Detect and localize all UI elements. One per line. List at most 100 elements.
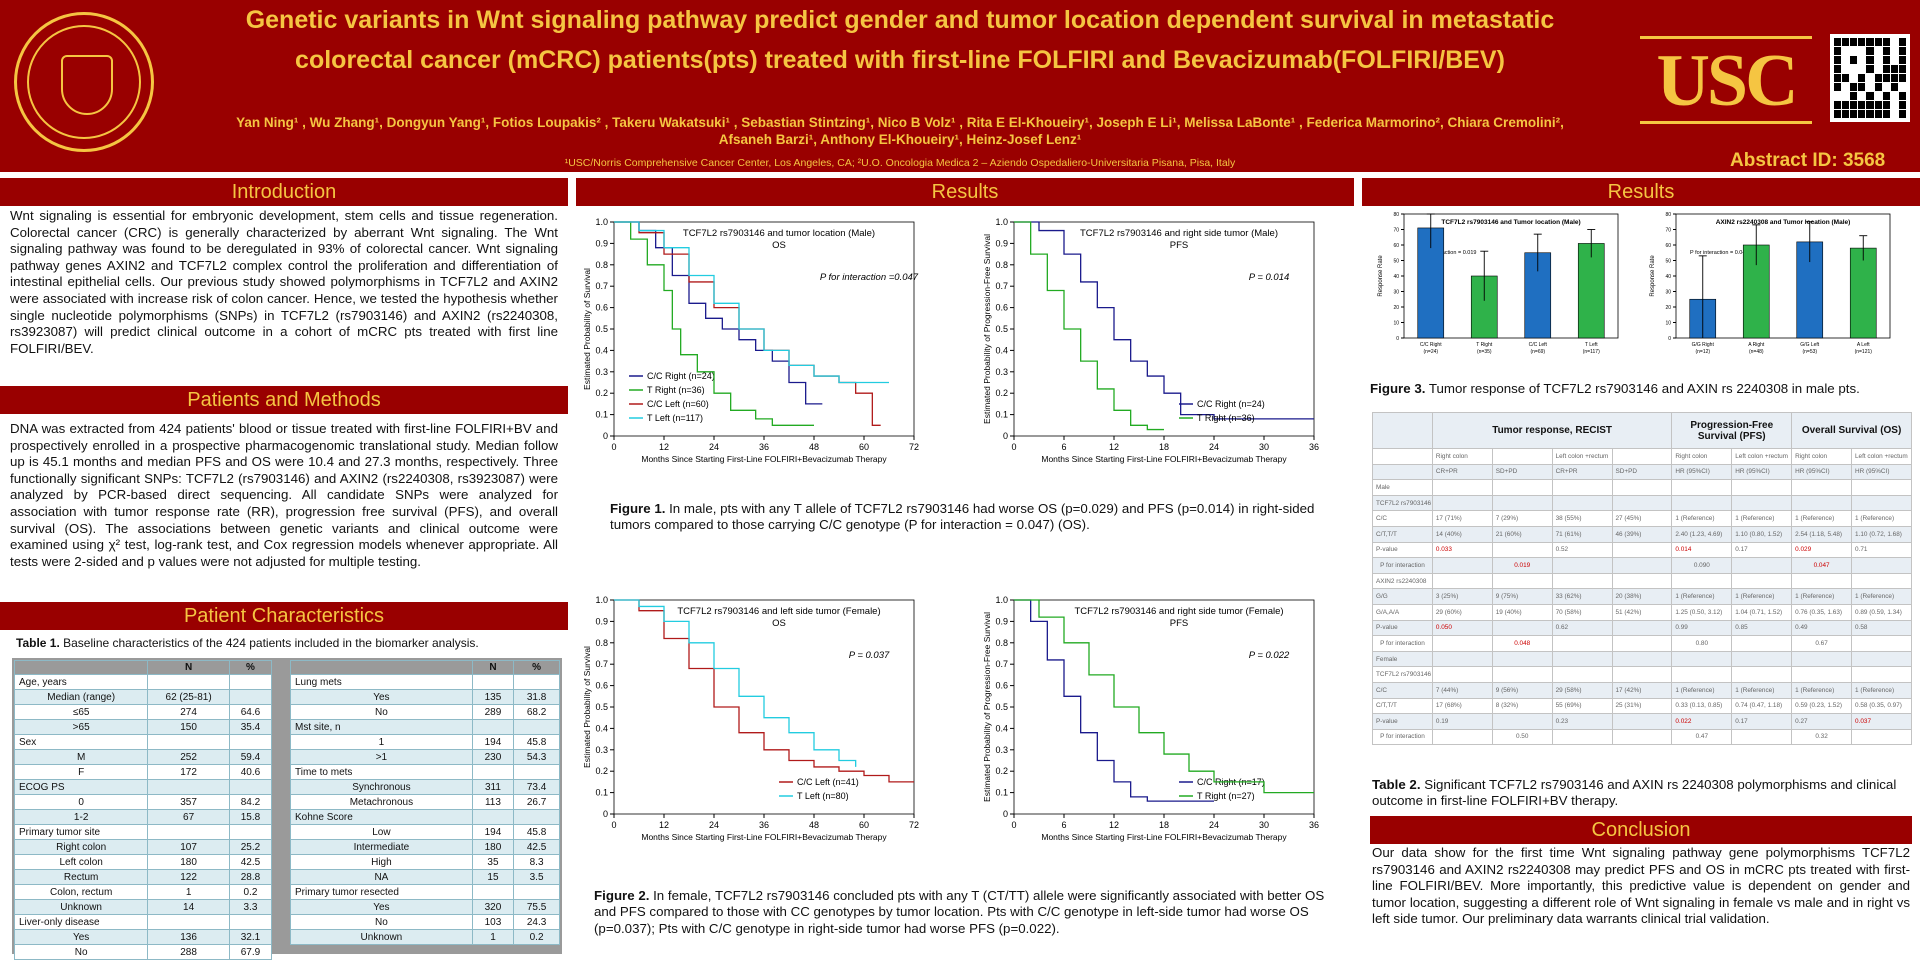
table2-cell xyxy=(1611,650,1673,668)
qr-module xyxy=(1898,92,1906,100)
qr-module xyxy=(1834,92,1842,100)
plot-frame xyxy=(1013,599,1315,815)
y-tick-label: 0.3 xyxy=(595,745,608,755)
y-tick-label: 0.3 xyxy=(595,367,608,377)
p-value-annotation: P for interaction = 0.048 xyxy=(1690,250,1748,256)
table2-caption-label: Table 2. xyxy=(1372,777,1421,792)
category-label: C/C Right xyxy=(1420,342,1442,348)
y-tick-label: 0.5 xyxy=(595,702,608,712)
qr-module xyxy=(1890,74,1898,82)
table2-cell: 29 (60%) xyxy=(1431,603,1493,621)
table-header-cell xyxy=(13,660,149,675)
category-label: A Right xyxy=(1748,342,1765,348)
km-plot-female-pfs: 0 6 12 18 24 30 36 0 0.1 0.2 0.3 0.4 0.5 0.6 0.7 0.8 0.9… xyxy=(980,588,1340,860)
table-cell xyxy=(513,764,560,780)
table-cell: 1 xyxy=(147,884,230,900)
qr-module xyxy=(1834,101,1842,109)
authors-line-1: Yan Ning¹ , Wu Zhang¹, Dongyun Yang¹, Fo… xyxy=(236,115,1564,130)
table2-cell: HR (95%CI) xyxy=(1731,463,1793,481)
y-tick-label: 0 xyxy=(603,809,608,819)
y-tick-label: 0.8 xyxy=(995,260,1008,270)
conclusion-heading: Conclusion xyxy=(1370,816,1912,844)
table2-row: P-value 0.033 0.52 0.014 0.17 0.029 0.71 xyxy=(1372,541,1912,559)
table2-cell: 29 (58%) xyxy=(1551,681,1613,699)
table2-cell xyxy=(1491,619,1553,637)
legend-label: T Left (n=117) xyxy=(647,413,703,423)
table-row: No 288 67.9 xyxy=(13,944,273,960)
table2-cell xyxy=(1731,572,1793,590)
table2-cell xyxy=(1791,572,1852,590)
table2-row: P-value 0.050 0.62 0.99 0.85 0.49 0.58 xyxy=(1372,619,1912,637)
table2-cell: 27 (45%) xyxy=(1611,510,1673,527)
table2-cell xyxy=(1611,541,1673,559)
table-row: Right colon 107 25.2 xyxy=(13,839,273,855)
x-tick-label: 36 xyxy=(1309,442,1319,452)
table2-cell: Left colon +rectum xyxy=(1551,448,1613,465)
table2-cell xyxy=(1611,728,1673,746)
x-tick-label: 30 xyxy=(1259,820,1269,830)
table2-cell xyxy=(1611,557,1673,574)
qr-module xyxy=(1882,83,1890,91)
table2-cell: Female xyxy=(1372,650,1433,668)
qr-module xyxy=(1882,110,1890,118)
table2-cell xyxy=(1791,494,1852,512)
table2-cell xyxy=(1671,650,1733,668)
table-cell xyxy=(228,779,273,795)
table-cell: 28.8 xyxy=(228,869,273,885)
table2-row: Female xyxy=(1372,650,1912,668)
table1-wrapper: N% Age, years Median (range) 62 (25-81) ≤65 2… xyxy=(12,658,562,960)
table-row: Yes 135 31.8 xyxy=(290,689,560,705)
table-cell: 8.3 xyxy=(513,854,560,870)
qr-module xyxy=(1874,110,1882,118)
table2-cell xyxy=(1491,666,1553,683)
y-axis-label: Estimated Probability of Survival xyxy=(582,646,592,768)
table-row: Yes 320 75.5 xyxy=(290,899,560,915)
table-row: M 252 59.4 xyxy=(13,749,273,765)
table2-cell: 0.048 xyxy=(1491,635,1553,652)
table-cell xyxy=(471,674,515,690)
km-plot-male-os: 0 12 24 36 48 60 72 0 0.1 0.2 0.3 0.4 0.5 0.6 0.7 0.8 0.… xyxy=(580,210,940,482)
qr-module xyxy=(1850,65,1858,73)
table2-header-cell xyxy=(1372,412,1433,449)
x-axis-label: Months Since Starting First-Line FOLFIRI… xyxy=(1041,832,1287,842)
table2-cell: C/C xyxy=(1372,510,1433,527)
table-row: Unknown 1 0.2 xyxy=(290,929,560,945)
table-cell: Mst site, n xyxy=(290,719,473,735)
qr-module xyxy=(1842,83,1850,91)
x-tick-label: 24 xyxy=(1209,442,1219,452)
table-row: 0 357 84.2 xyxy=(13,794,273,810)
qr-module xyxy=(1842,65,1850,73)
qr-module xyxy=(1882,56,1890,64)
table2-cell xyxy=(1731,479,1793,496)
p-value-annotation: P = 0.014 xyxy=(1249,272,1290,283)
survival-curve xyxy=(1014,221,1164,431)
qr-module xyxy=(1834,74,1842,82)
table-cell: M xyxy=(13,749,149,765)
table2-cell xyxy=(1611,666,1673,683)
table2-row: P-value 0.19 0.23 0.022 0.17 0.27 0.037 xyxy=(1372,713,1912,730)
table2-cell: Left colon +rectum xyxy=(1851,448,1912,465)
qr-module xyxy=(1882,38,1890,46)
y-tick-label: 0.7 xyxy=(995,281,1008,291)
table-cell: Liver-only disease xyxy=(13,914,149,930)
table-cell: 54.3 xyxy=(513,749,560,765)
qr-module xyxy=(1866,101,1874,109)
y-tick-label: 0.6 xyxy=(995,303,1008,313)
table-cell: Intermediate xyxy=(290,839,473,855)
y-tick-label: 50 xyxy=(1393,259,1399,265)
table2-cell: 1.04 (0.71, 1.52) xyxy=(1731,603,1793,621)
table2-cell: CR+PR xyxy=(1551,463,1613,481)
table2-cell xyxy=(1372,463,1433,481)
table2-cell: C/C xyxy=(1372,681,1433,699)
table1-left: N% Age, years Median (range) 62 (25-81) ≤65 2… xyxy=(13,660,273,960)
table2-cell: P-value xyxy=(1372,541,1433,559)
legend-label: T Right (n=27) xyxy=(1197,791,1255,801)
table2-row: C/C 17 (71%) 7 (29%) 38 (55%) 27 (45%) 1 (Ref… xyxy=(1372,510,1912,527)
y-tick-label: 0.2 xyxy=(995,388,1008,398)
table2-cell: 55 (69%) xyxy=(1551,697,1613,715)
qr-module xyxy=(1842,101,1850,109)
table2-cell: HR (95%CI) xyxy=(1791,463,1852,481)
table2-row: C/C 7 (44%) 9 (56%) 29 (58%) 17 (42%) 1 (Refe… xyxy=(1372,681,1912,699)
table2-cell xyxy=(1851,635,1912,652)
table-cell: Unknown xyxy=(13,899,149,915)
